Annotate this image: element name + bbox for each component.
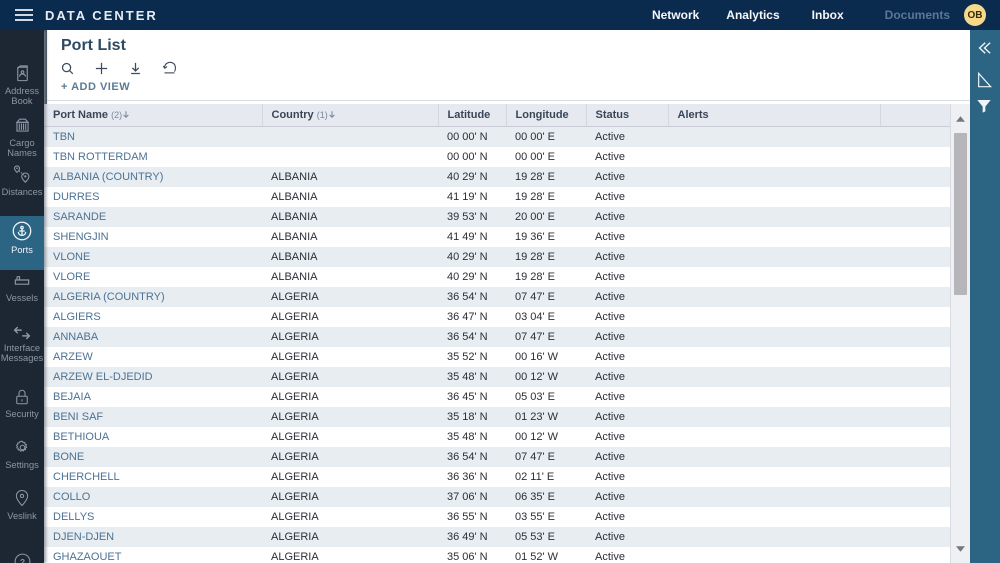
svg-text:?: ?	[19, 557, 24, 563]
